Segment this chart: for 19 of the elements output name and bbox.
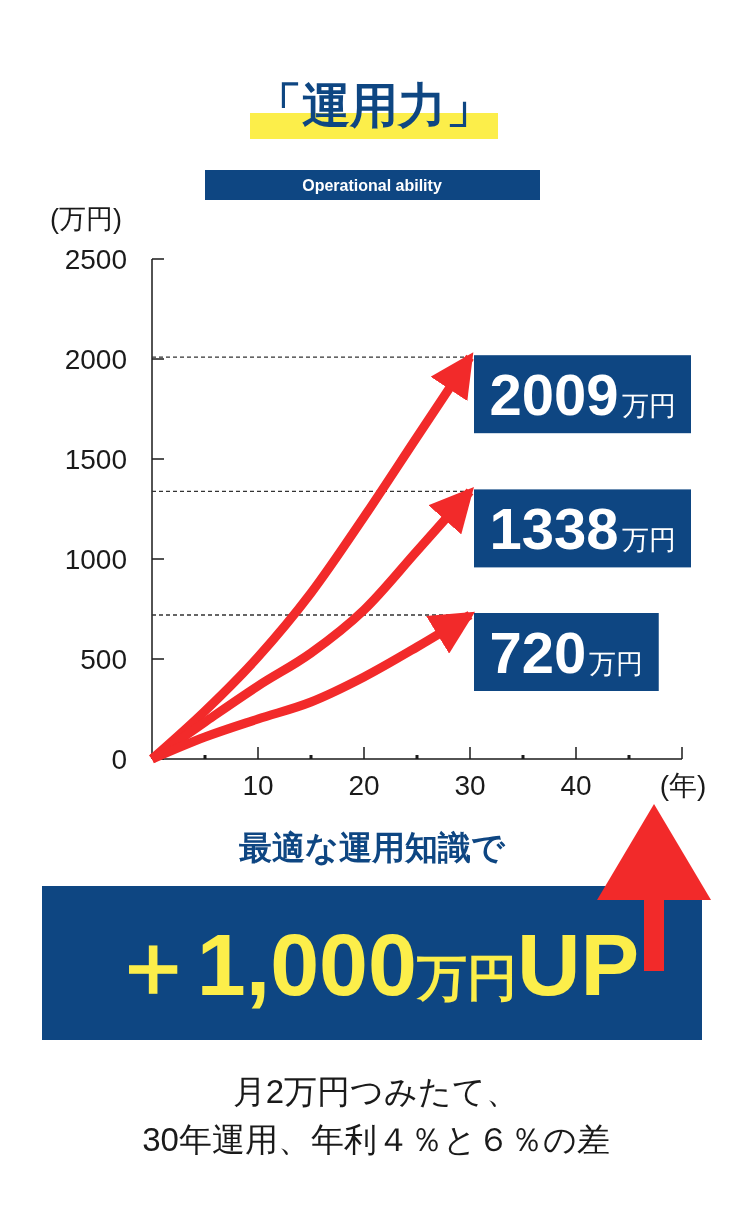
y-tick-label: 0 (111, 744, 127, 775)
y-tick-label: 500 (80, 644, 127, 675)
x-tick-label: 30 (454, 770, 486, 801)
x-axis-title: (年) (659, 770, 707, 801)
data-label: 2009万円 (489, 362, 676, 428)
y-tick-label: 1000 (64, 544, 127, 575)
y-axis-title: (万円) (50, 204, 122, 234)
y-tick-label: 2500 (64, 244, 127, 275)
text: ＋1,000万円UP (108, 915, 640, 1014)
x-tick-label: 20 (348, 770, 380, 801)
x-tick-label: 10 (242, 770, 274, 801)
x-tick-label: 40 (560, 770, 592, 801)
text: 最適な運用知識で (239, 829, 506, 866)
data-label: 720万円 (489, 620, 644, 685)
data-label: 1338万円 (489, 496, 676, 562)
y-tick-label: 1500 (64, 444, 127, 475)
chart-subtitle: Operational ability (302, 177, 442, 194)
text: 月2万円つみたて、 30年運用、年利４％と６％の差 (142, 1073, 610, 1158)
y-tick-label: 2000 (64, 344, 127, 375)
